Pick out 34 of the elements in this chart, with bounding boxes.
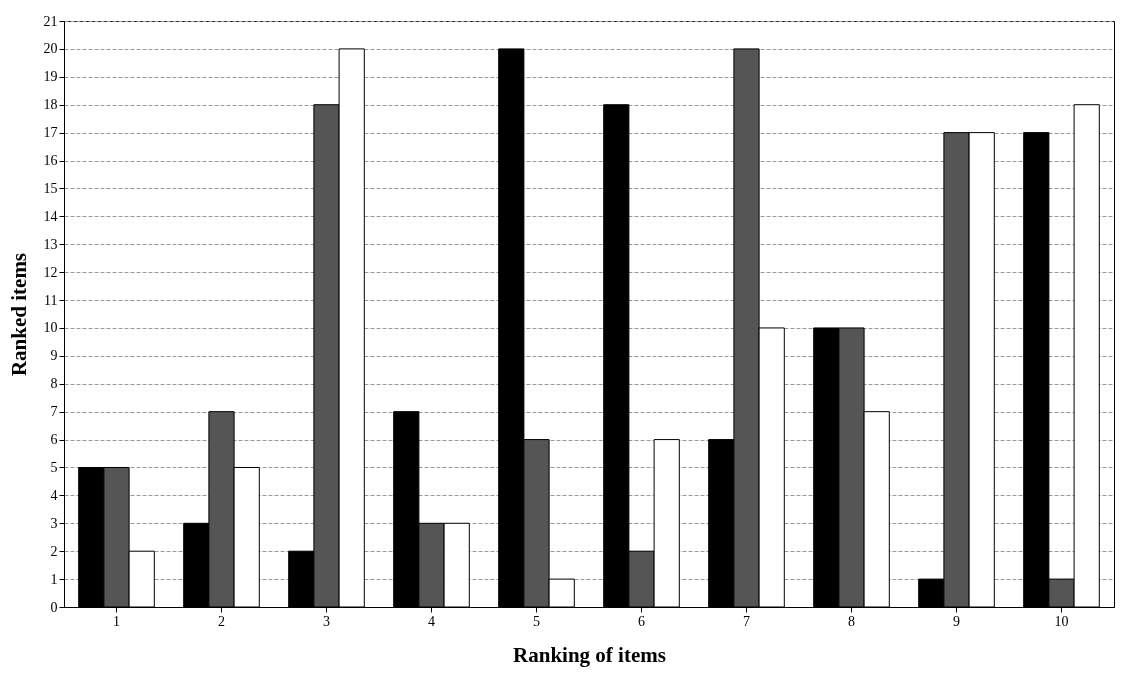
y-tick-label: 12 — [43, 264, 58, 280]
y-tick-label: 17 — [43, 125, 58, 141]
y-tick-label: 0 — [50, 599, 58, 615]
y-tick-label: 16 — [43, 153, 58, 169]
y-tick-label: 19 — [43, 69, 58, 85]
y-tick-label: 18 — [43, 97, 58, 113]
x-tick-label: 10 — [1054, 613, 1069, 629]
x-tick-label: 3 — [323, 613, 330, 629]
x-tick-label: 4 — [428, 613, 435, 629]
y-tick-label: 1 — [50, 571, 58, 587]
y-tick-label: 9 — [50, 348, 58, 364]
y-tick-label: 7 — [50, 404, 58, 420]
y-tick-label: 20 — [43, 41, 58, 57]
y-tick-label: 10 — [43, 320, 58, 336]
y-tick-label: 4 — [50, 487, 58, 503]
x-tick-label: 6 — [638, 613, 645, 629]
y-tick-label: 15 — [43, 180, 58, 196]
y-tick-label: 11 — [44, 292, 58, 308]
y-tick-label: 8 — [50, 376, 58, 392]
y-tick-label: 5 — [50, 459, 58, 475]
x-tick-label: 5 — [533, 613, 540, 629]
x-axis-title: Ranking of items — [513, 642, 666, 667]
y-axis-title: Ranked items — [6, 252, 31, 377]
y-tick-label: 6 — [50, 432, 58, 448]
x-tick-label: 1 — [113, 613, 120, 629]
y-tick-label: 13 — [43, 236, 58, 252]
y-tick-label: 21 — [43, 13, 58, 29]
x-tick-label: 8 — [848, 613, 855, 629]
x-tick-label: 7 — [743, 613, 750, 629]
y-tick-label: 3 — [50, 515, 58, 531]
y-tick-label: 14 — [43, 208, 58, 224]
x-tick-label: 2 — [218, 613, 225, 629]
x-tick-label: 9 — [953, 613, 960, 629]
y-tick-label: 2 — [50, 543, 58, 559]
